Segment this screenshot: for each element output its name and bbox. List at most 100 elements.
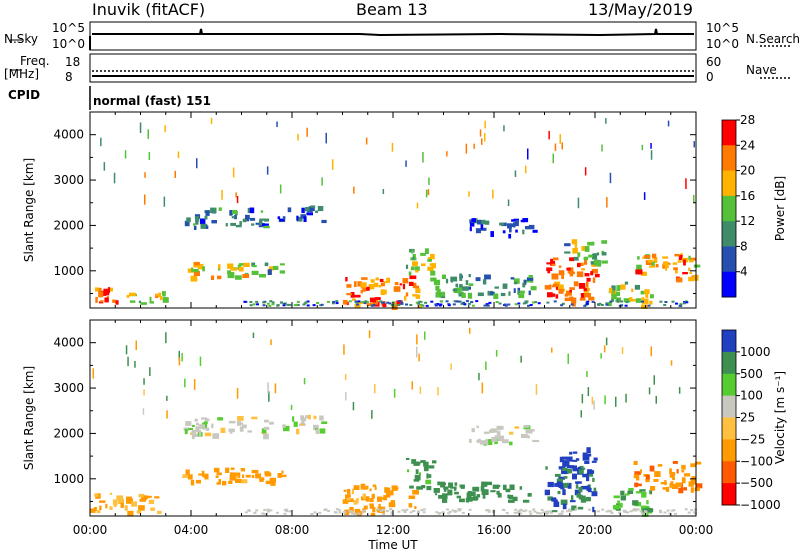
echo-cell <box>490 490 494 493</box>
echo-cell <box>670 360 673 366</box>
colorbar-segment <box>722 373 736 397</box>
echo-cell <box>574 244 578 248</box>
echo-cell <box>422 152 424 163</box>
echo-cell <box>435 511 439 514</box>
echo-cell <box>641 300 644 303</box>
echo-cell <box>252 303 256 306</box>
echo-cell <box>636 474 640 481</box>
echo-cell <box>608 302 612 307</box>
echo-cell <box>456 495 461 499</box>
echo-cell <box>609 287 613 293</box>
echo-cell <box>230 267 238 271</box>
echo-cluster <box>183 416 274 440</box>
echo-cluster <box>613 488 654 517</box>
echo-cell <box>575 484 579 489</box>
echo-cell <box>536 511 539 514</box>
echo-cell <box>467 292 473 299</box>
echo-cell <box>468 508 472 511</box>
echo-cell <box>681 477 686 484</box>
echo-cell <box>191 424 195 427</box>
echo-cell <box>210 117 213 125</box>
echo-cell <box>202 266 205 272</box>
echo-cell <box>590 271 594 276</box>
echo-cell <box>201 470 205 477</box>
echo-cell <box>447 489 453 496</box>
echo-cell <box>548 130 550 140</box>
echo-cell <box>561 456 568 460</box>
echo-cell <box>514 508 518 511</box>
echo-cell <box>457 300 461 303</box>
echo-cell <box>592 277 596 283</box>
echo-cell <box>331 159 334 170</box>
echo-cell <box>116 495 124 501</box>
echo-cluster <box>126 291 169 305</box>
echo-cell <box>575 481 582 484</box>
echo-cell <box>683 259 686 266</box>
echo-cell <box>187 474 193 480</box>
echo-cell <box>585 496 591 502</box>
echo-cell <box>461 292 466 298</box>
echo-cell <box>553 501 560 507</box>
echo-cell <box>611 293 617 300</box>
echo-cell <box>558 482 564 488</box>
echo-cell <box>269 300 273 303</box>
echo-cell <box>251 223 255 226</box>
echo-cell <box>178 357 181 366</box>
y-tick-label: 2000 <box>53 218 84 232</box>
echo-cell <box>408 503 413 508</box>
echo-cell <box>446 151 448 157</box>
echo-cell <box>346 489 351 495</box>
echo-cell <box>321 421 328 424</box>
echo-cell <box>625 393 627 403</box>
echo-cell <box>303 378 306 385</box>
echo-cell <box>242 218 247 223</box>
echo-cell <box>353 500 358 505</box>
echo-cell <box>596 510 600 513</box>
echo-cell <box>672 476 675 481</box>
echo-cell <box>484 133 486 142</box>
echo-cell <box>421 304 425 307</box>
echo-cell <box>263 433 269 440</box>
echo-cell <box>637 256 640 260</box>
echo-cell <box>205 418 210 422</box>
echo-cell <box>100 137 102 147</box>
echo-cell <box>370 279 375 283</box>
echo-cell <box>588 296 595 301</box>
echo-cell <box>420 460 426 463</box>
echo-cell <box>640 505 648 511</box>
echo-cell <box>409 511 413 514</box>
echo-cell <box>422 511 426 514</box>
echo-cell <box>416 510 420 513</box>
echo-cell <box>195 479 201 484</box>
echo-cell <box>566 465 574 469</box>
echo-cell <box>508 499 515 503</box>
echo-cell <box>507 303 511 306</box>
echo-cell <box>335 508 339 511</box>
echo-cell <box>259 274 266 278</box>
echo-cell <box>263 512 267 515</box>
echo-cell <box>639 489 646 492</box>
echo-cell <box>268 304 272 307</box>
echo-cell <box>515 220 519 227</box>
echo-cell <box>440 481 445 488</box>
echo-cell <box>450 276 458 282</box>
echo-cell <box>371 493 375 499</box>
echo-cell <box>571 505 577 511</box>
echo-cell <box>149 367 151 376</box>
echo-cell <box>198 473 204 476</box>
echo-cell <box>527 435 530 439</box>
echo-cell <box>552 153 554 164</box>
chart-velocity: 1000 2000 3000 4000 00:00 04:00 08:00 12:00 16:0… <box>22 319 787 552</box>
colorbar-tick-label: −500 <box>740 476 773 490</box>
echo-cell <box>266 302 270 305</box>
echo-cell <box>662 256 669 259</box>
echo-cell <box>513 222 516 228</box>
echo-cell <box>262 223 269 226</box>
echo-cell <box>669 468 672 475</box>
echo-cell <box>486 481 492 486</box>
echo-cell <box>584 292 591 298</box>
echo-cell <box>586 300 590 303</box>
echo-cell <box>396 300 403 305</box>
echo-cell <box>652 253 657 259</box>
echo-cell <box>623 510 627 513</box>
